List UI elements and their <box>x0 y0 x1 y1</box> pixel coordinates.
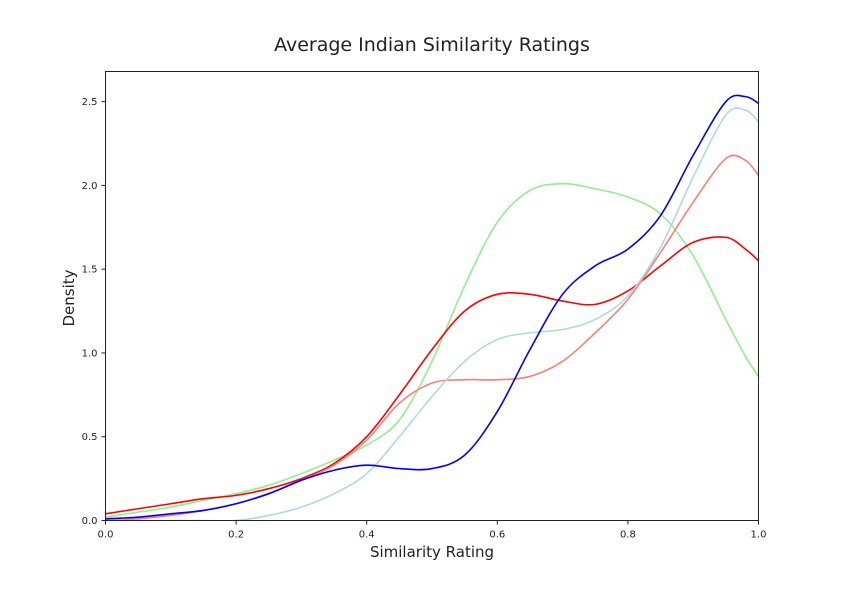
y-axis: 0.0 0.5 1.0 1.5 2.0 2.5 <box>82 97 106 527</box>
y-tick-label: 1.0 <box>82 348 98 359</box>
density-line-2 <box>105 236 759 515</box>
x-tick-label: 0.4 <box>359 530 375 541</box>
y-tick-label: 1.5 <box>82 265 98 276</box>
density-line-5 <box>105 94 759 520</box>
x-tick-label: 0.0 <box>98 530 114 541</box>
x-tick-label: 0.6 <box>489 530 505 541</box>
chart-title: Average Indian Similarity Ratings <box>274 34 590 56</box>
y-tick-label: 2.0 <box>82 181 98 192</box>
x-tick-label: 0.2 <box>228 530 244 541</box>
y-tick-label: 2.5 <box>82 97 98 108</box>
density-line-3 <box>105 154 759 521</box>
lines-group <box>105 94 759 521</box>
density-line-4 <box>105 107 759 521</box>
x-axis-label: Similarity Rating <box>370 543 494 561</box>
x-axis: 0.0 0.2 0.4 0.6 0.8 1.0 <box>98 520 767 541</box>
y-tick-label: 0.0 <box>82 516 98 527</box>
x-tick-label: 0.8 <box>620 530 636 541</box>
y-tick-label: 0.5 <box>82 432 98 443</box>
y-axis-label: Density <box>60 269 78 326</box>
x-tick-label: 1.0 <box>751 530 767 541</box>
plot-frame <box>105 71 759 521</box>
